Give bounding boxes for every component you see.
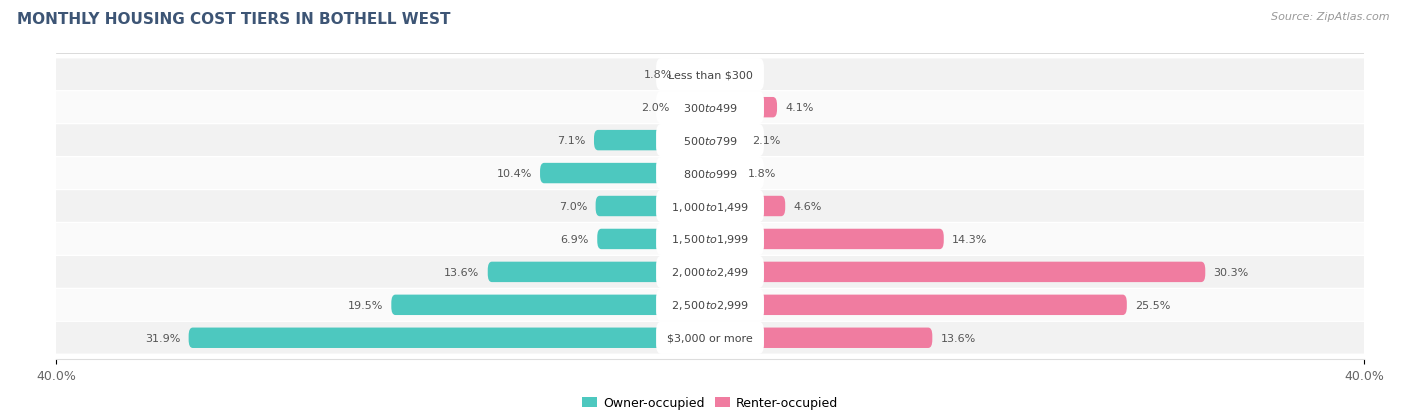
FancyBboxPatch shape	[657, 322, 763, 354]
FancyBboxPatch shape	[710, 229, 943, 249]
FancyBboxPatch shape	[710, 328, 932, 348]
FancyBboxPatch shape	[48, 256, 1372, 288]
FancyBboxPatch shape	[48, 125, 1372, 157]
FancyBboxPatch shape	[48, 223, 1372, 255]
Text: 2.1%: 2.1%	[752, 136, 780, 146]
FancyBboxPatch shape	[657, 190, 763, 223]
FancyBboxPatch shape	[657, 92, 763, 124]
Text: 4.6%: 4.6%	[793, 202, 821, 211]
FancyBboxPatch shape	[488, 262, 710, 282]
FancyBboxPatch shape	[48, 59, 1372, 91]
FancyBboxPatch shape	[657, 157, 763, 190]
FancyBboxPatch shape	[657, 223, 763, 256]
FancyBboxPatch shape	[188, 328, 710, 348]
Text: Source: ZipAtlas.com: Source: ZipAtlas.com	[1271, 12, 1389, 22]
Text: $2,000 to $2,499: $2,000 to $2,499	[671, 266, 749, 279]
FancyBboxPatch shape	[593, 131, 710, 151]
FancyBboxPatch shape	[48, 92, 1372, 123]
FancyBboxPatch shape	[598, 229, 710, 249]
FancyBboxPatch shape	[681, 65, 710, 85]
Text: $2,500 to $2,999: $2,500 to $2,999	[671, 299, 749, 311]
FancyBboxPatch shape	[710, 262, 1205, 282]
FancyBboxPatch shape	[48, 158, 1372, 190]
FancyBboxPatch shape	[710, 196, 785, 217]
FancyBboxPatch shape	[710, 295, 1126, 315]
Text: $300 to $499: $300 to $499	[682, 102, 738, 114]
Text: 30.3%: 30.3%	[1213, 267, 1249, 277]
Text: 25.5%: 25.5%	[1135, 300, 1170, 310]
FancyBboxPatch shape	[657, 256, 763, 288]
Text: 10.4%: 10.4%	[496, 169, 531, 179]
Text: 1.8%: 1.8%	[748, 169, 776, 179]
FancyBboxPatch shape	[710, 131, 744, 151]
FancyBboxPatch shape	[391, 295, 710, 315]
Text: 7.1%: 7.1%	[557, 136, 586, 146]
FancyBboxPatch shape	[657, 59, 763, 91]
FancyBboxPatch shape	[710, 164, 740, 184]
Text: 13.6%: 13.6%	[941, 333, 976, 343]
Text: 19.5%: 19.5%	[347, 300, 382, 310]
Text: 31.9%: 31.9%	[145, 333, 180, 343]
Text: $3,000 or more: $3,000 or more	[668, 333, 752, 343]
FancyBboxPatch shape	[48, 191, 1372, 222]
Text: $500 to $799: $500 to $799	[682, 135, 738, 147]
Text: 14.3%: 14.3%	[952, 234, 987, 244]
Text: 2.0%: 2.0%	[641, 103, 669, 113]
Text: Less than $300: Less than $300	[668, 70, 752, 80]
Text: 6.9%: 6.9%	[561, 234, 589, 244]
FancyBboxPatch shape	[596, 196, 710, 217]
Text: $1,000 to $1,499: $1,000 to $1,499	[671, 200, 749, 213]
FancyBboxPatch shape	[678, 98, 710, 118]
Text: 13.6%: 13.6%	[444, 267, 479, 277]
Legend: Owner-occupied, Renter-occupied: Owner-occupied, Renter-occupied	[576, 391, 844, 413]
FancyBboxPatch shape	[540, 164, 710, 184]
Text: $800 to $999: $800 to $999	[682, 168, 738, 180]
FancyBboxPatch shape	[657, 125, 763, 157]
FancyBboxPatch shape	[48, 290, 1372, 321]
Text: MONTHLY HOUSING COST TIERS IN BOTHELL WEST: MONTHLY HOUSING COST TIERS IN BOTHELL WE…	[17, 12, 450, 27]
Text: 7.0%: 7.0%	[560, 202, 588, 211]
FancyBboxPatch shape	[710, 98, 778, 118]
Text: $1,500 to $1,999: $1,500 to $1,999	[671, 233, 749, 246]
FancyBboxPatch shape	[657, 289, 763, 321]
Text: 4.1%: 4.1%	[785, 103, 814, 113]
FancyBboxPatch shape	[48, 322, 1372, 354]
Text: 1.8%: 1.8%	[644, 70, 672, 80]
